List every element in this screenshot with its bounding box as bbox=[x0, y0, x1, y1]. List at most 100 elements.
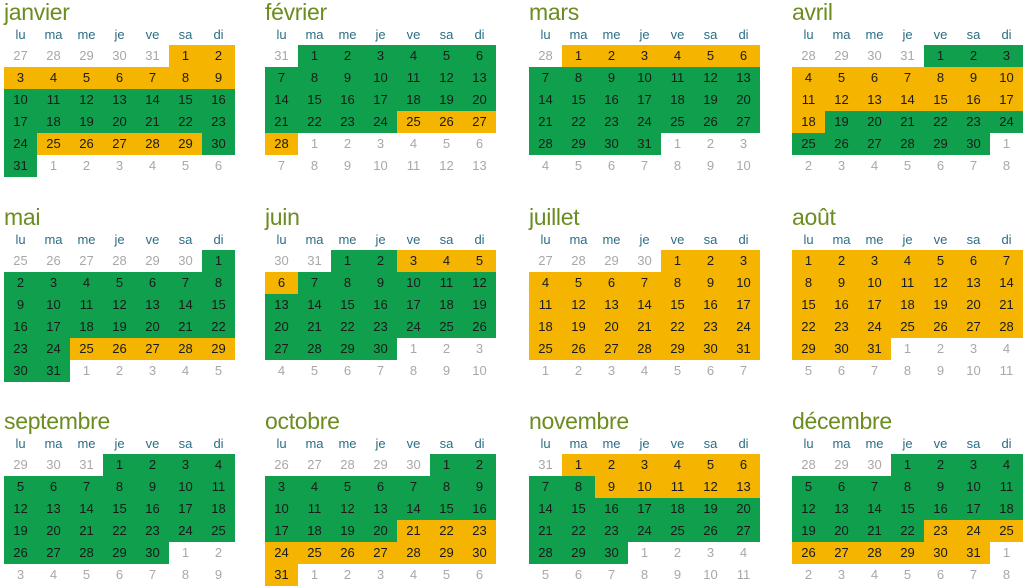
day-cell-outside[interactable]: 5 bbox=[181, 158, 190, 173]
day-cell[interactable]: 10 bbox=[169, 476, 202, 498]
day-cell[interactable]: 6 bbox=[595, 272, 628, 294]
day-cell-outside[interactable]: 29 bbox=[834, 48, 849, 63]
day-cell-outside[interactable]: 9 bbox=[936, 363, 945, 378]
day-cell[interactable]: 7 bbox=[529, 67, 562, 89]
day-cell[interactable]: 19 bbox=[924, 294, 957, 316]
day-cell[interactable]: 14 bbox=[136, 89, 169, 111]
day-cell[interactable]: 4 bbox=[792, 67, 825, 89]
day-cell[interactable]: 22 bbox=[298, 111, 331, 133]
day-cell[interactable]: 30 bbox=[202, 133, 235, 155]
day-cell-outside[interactable]: 30 bbox=[274, 253, 289, 268]
day-cell-outside[interactable]: 7 bbox=[607, 567, 616, 582]
day-cell[interactable]: 16 bbox=[202, 89, 235, 111]
day-cell-outside[interactable]: 4 bbox=[541, 158, 550, 173]
day-cell[interactable]: 26 bbox=[4, 542, 37, 564]
day-cell[interactable]: 12 bbox=[694, 476, 727, 498]
day-cell[interactable]: 27 bbox=[136, 338, 169, 360]
day-cell-outside[interactable]: 11 bbox=[736, 567, 751, 582]
day-cell[interactable]: 24 bbox=[169, 520, 202, 542]
day-cell-outside[interactable]: 7 bbox=[376, 363, 385, 378]
day-cell[interactable]: 23 bbox=[4, 338, 37, 360]
day-cell[interactable]: 17 bbox=[628, 498, 661, 520]
day-cell[interactable]: 9 bbox=[825, 272, 858, 294]
day-cell[interactable]: 17 bbox=[265, 520, 298, 542]
day-cell-outside[interactable]: 7 bbox=[640, 158, 649, 173]
day-cell-outside[interactable]: 3 bbox=[837, 158, 846, 173]
day-cell[interactable]: 1 bbox=[103, 454, 136, 476]
day-cell[interactable]: 14 bbox=[70, 498, 103, 520]
day-cell[interactable]: 1 bbox=[661, 250, 694, 272]
day-cell[interactable]: 31 bbox=[628, 133, 661, 155]
day-cell[interactable]: 23 bbox=[136, 520, 169, 542]
day-cell-outside[interactable]: 28 bbox=[538, 48, 553, 63]
day-cell-outside[interactable]: 7 bbox=[277, 158, 286, 173]
day-cell[interactable]: 21 bbox=[891, 111, 924, 133]
day-cell-outside[interactable]: 9 bbox=[214, 567, 223, 582]
day-cell[interactable]: 24 bbox=[858, 316, 891, 338]
day-cell[interactable]: 14 bbox=[628, 294, 661, 316]
day-cell-outside[interactable]: 7 bbox=[969, 158, 978, 173]
day-cell-outside[interactable]: 1 bbox=[1002, 136, 1011, 151]
day-cell-outside[interactable]: 1 bbox=[310, 567, 319, 582]
day-cell-outside[interactable]: 9 bbox=[673, 567, 682, 582]
day-cell[interactable]: 22 bbox=[103, 520, 136, 542]
day-cell[interactable]: 28 bbox=[136, 133, 169, 155]
day-cell[interactable]: 28 bbox=[990, 316, 1023, 338]
day-cell[interactable]: 9 bbox=[202, 67, 235, 89]
day-cell[interactable]: 9 bbox=[957, 67, 990, 89]
day-cell[interactable]: 14 bbox=[891, 89, 924, 111]
day-cell[interactable]: 8 bbox=[562, 67, 595, 89]
day-cell-outside[interactable]: 3 bbox=[376, 567, 385, 582]
day-cell[interactable]: 3 bbox=[628, 454, 661, 476]
day-cell-outside[interactable]: 26 bbox=[274, 457, 289, 472]
day-cell[interactable]: 11 bbox=[202, 476, 235, 498]
day-cell[interactable]: 9 bbox=[463, 476, 496, 498]
day-cell[interactable]: 2 bbox=[463, 454, 496, 476]
day-cell-outside[interactable]: 6 bbox=[936, 158, 945, 173]
day-cell[interactable]: 24 bbox=[37, 338, 70, 360]
day-cell-outside[interactable]: 31 bbox=[307, 253, 322, 268]
day-cell[interactable]: 19 bbox=[694, 498, 727, 520]
day-cell[interactable]: 7 bbox=[858, 476, 891, 498]
day-cell-outside[interactable]: 4 bbox=[277, 363, 286, 378]
day-cell[interactable]: 9 bbox=[595, 476, 628, 498]
day-cell[interactable]: 4 bbox=[37, 67, 70, 89]
day-cell[interactable]: 22 bbox=[202, 316, 235, 338]
day-cell[interactable]: 13 bbox=[265, 294, 298, 316]
day-cell[interactable]: 14 bbox=[397, 498, 430, 520]
day-cell[interactable]: 11 bbox=[298, 498, 331, 520]
day-cell-outside[interactable]: 4 bbox=[148, 158, 157, 173]
day-cell-outside[interactable]: 3 bbox=[706, 545, 715, 560]
day-cell[interactable]: 28 bbox=[298, 338, 331, 360]
day-cell[interactable]: 6 bbox=[727, 454, 760, 476]
day-cell[interactable]: 10 bbox=[727, 272, 760, 294]
day-cell-outside[interactable]: 9 bbox=[706, 158, 715, 173]
day-cell-outside[interactable]: 25 bbox=[13, 253, 28, 268]
day-cell[interactable]: 16 bbox=[463, 498, 496, 520]
day-cell[interactable]: 30 bbox=[924, 542, 957, 564]
day-cell[interactable]: 3 bbox=[397, 250, 430, 272]
day-cell[interactable]: 24 bbox=[397, 316, 430, 338]
day-cell-outside[interactable]: 3 bbox=[607, 363, 616, 378]
day-cell-outside[interactable]: 2 bbox=[442, 341, 451, 356]
day-cell[interactable]: 20 bbox=[37, 520, 70, 542]
day-cell[interactable]: 2 bbox=[331, 45, 364, 67]
day-cell-outside[interactable]: 1 bbox=[409, 341, 418, 356]
day-cell[interactable]: 8 bbox=[661, 272, 694, 294]
day-cell-outside[interactable]: 10 bbox=[472, 363, 487, 378]
day-cell-outside[interactable]: 7 bbox=[739, 363, 748, 378]
day-cell[interactable]: 25 bbox=[430, 316, 463, 338]
day-cell[interactable]: 10 bbox=[265, 498, 298, 520]
day-cell[interactable]: 15 bbox=[331, 294, 364, 316]
day-cell[interactable]: 2 bbox=[595, 45, 628, 67]
day-cell[interactable]: 12 bbox=[4, 498, 37, 520]
day-cell[interactable]: 30 bbox=[595, 133, 628, 155]
day-cell[interactable]: 21 bbox=[70, 520, 103, 542]
day-cell[interactable]: 1 bbox=[562, 454, 595, 476]
day-cell[interactable]: 27 bbox=[727, 520, 760, 542]
day-cell[interactable]: 14 bbox=[529, 498, 562, 520]
day-cell[interactable]: 21 bbox=[628, 316, 661, 338]
day-cell-outside[interactable]: 1 bbox=[673, 136, 682, 151]
day-cell[interactable]: 29 bbox=[430, 542, 463, 564]
day-cell[interactable]: 7 bbox=[136, 67, 169, 89]
